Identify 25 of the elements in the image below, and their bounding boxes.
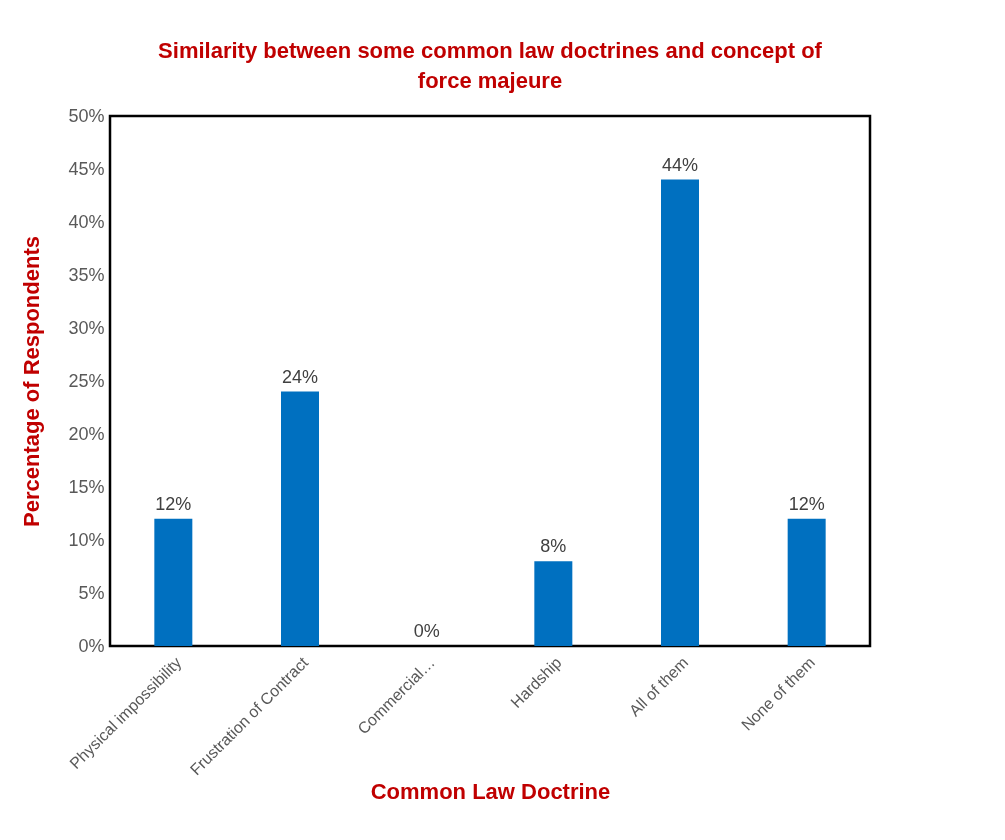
x-axis-title: Common Law Doctrine (370, 779, 611, 805)
data-label: 0% (413, 621, 440, 641)
y-tick-label: 50% (68, 105, 105, 126)
data-label: 8% (540, 536, 567, 557)
y-tick-label: 0% (78, 635, 105, 656)
data-label: 24% (281, 366, 319, 387)
data-label: 12% (788, 493, 825, 514)
y-tick-label: 5% (78, 582, 105, 603)
y-tick-label: 25% (68, 370, 105, 391)
y-tick-label: 30% (68, 317, 105, 338)
y-tick-label: 10% (68, 529, 105, 550)
y-tick-label: 15% (68, 476, 105, 497)
bar (281, 391, 319, 646)
chart-title: Similarity between some common law doctrines and concept of force majeure (158, 38, 823, 93)
y-axis-title: Percentage of Respondents (19, 236, 45, 527)
bar (154, 518, 193, 646)
bar (787, 518, 826, 646)
bar (661, 179, 699, 646)
bar (534, 561, 573, 646)
y-tick-label: 45% (68, 158, 105, 179)
y-tick-label: 20% (68, 423, 105, 444)
data-label: 12% (155, 493, 192, 514)
y-tick-label: 35% (68, 264, 105, 285)
data-label: 44% (661, 154, 699, 175)
y-tick-label: 40% (68, 211, 105, 232)
